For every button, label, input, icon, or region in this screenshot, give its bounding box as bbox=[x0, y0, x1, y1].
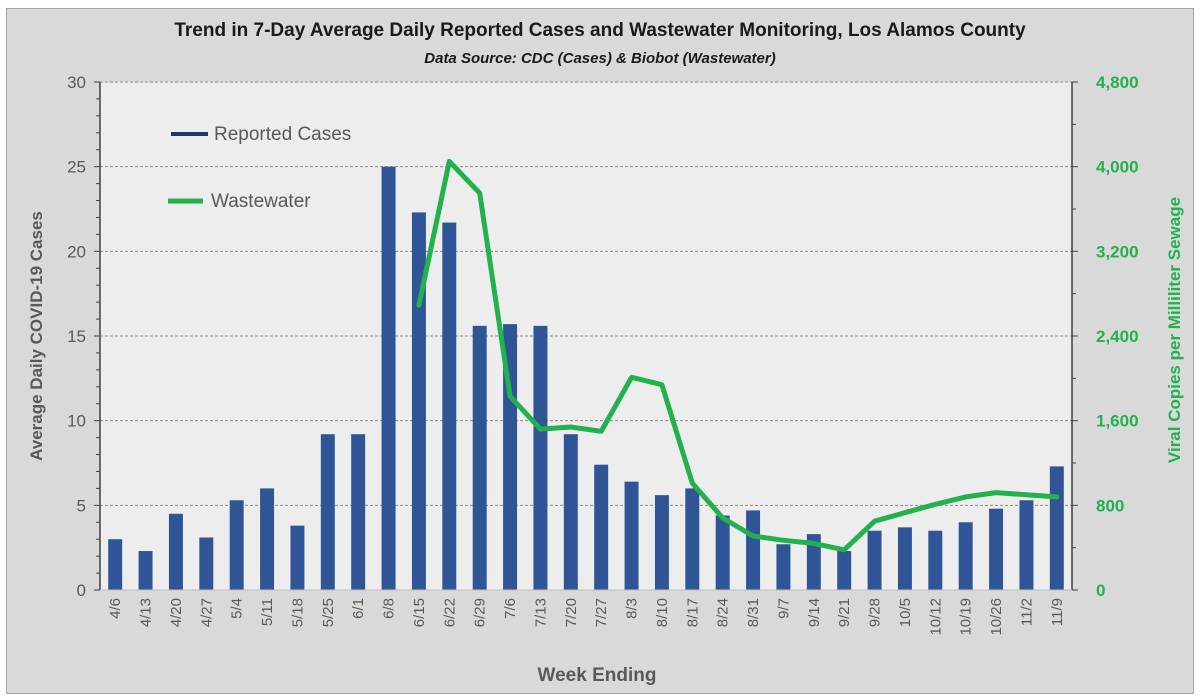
x-tick-label: 6/8 bbox=[381, 598, 398, 619]
right-tick-label: 4,000 bbox=[1096, 158, 1139, 177]
bar-reported-cases bbox=[503, 324, 518, 590]
x-tick-label: 6/29 bbox=[472, 598, 489, 627]
left-tick-label: 30 bbox=[67, 73, 86, 92]
bar-reported-cases bbox=[472, 325, 487, 590]
bar-reported-cases bbox=[108, 539, 123, 590]
bar-reported-cases bbox=[351, 434, 366, 590]
legend: Reported Cases Wastewater bbox=[168, 124, 351, 212]
x-tick-label: 5/25 bbox=[320, 598, 337, 627]
wastewater-line-group bbox=[416, 158, 1060, 553]
x-tick-label: 4/6 bbox=[107, 598, 124, 619]
bar-reported-cases bbox=[897, 527, 912, 590]
gridlines bbox=[100, 81, 1072, 506]
bar-reported-cases bbox=[411, 212, 426, 591]
bar-reported-cases bbox=[928, 530, 943, 590]
x-tick-label: 8/24 bbox=[715, 598, 732, 627]
x-tick-label: 6/22 bbox=[441, 598, 458, 627]
left-tick-label: 0 bbox=[77, 581, 86, 600]
bar-reported-cases bbox=[806, 534, 821, 590]
left-tick-label: 25 bbox=[67, 158, 86, 177]
x-tick-label: 10/5 bbox=[897, 598, 914, 627]
x-tick-label: 9/28 bbox=[867, 598, 884, 627]
x-tick-label: 10/19 bbox=[958, 598, 975, 636]
bars bbox=[108, 166, 1064, 591]
right-tick-label: 800 bbox=[1096, 496, 1124, 515]
bar-reported-cases bbox=[442, 222, 457, 590]
x-tick-label: 6/15 bbox=[411, 598, 428, 627]
right-tick-label: 3,200 bbox=[1096, 242, 1139, 261]
x-tick-label: 4/20 bbox=[168, 598, 185, 627]
x-axis-ticks: 4/6 4/13 4/20 4/27 5/4 5/11 5/18 5/25 6/1 6/8 6/15… bbox=[107, 598, 1066, 636]
x-tick-label: 6/1 bbox=[350, 598, 367, 619]
bar-reported-cases bbox=[685, 488, 700, 590]
chart-subtitle: Data Source: CDC (Cases) & Biobot (Waste… bbox=[424, 50, 775, 67]
bar-reported-cases bbox=[837, 551, 852, 590]
x-tick-label: 7/13 bbox=[532, 598, 549, 627]
x-tick-label: 9/14 bbox=[806, 598, 823, 627]
bar-reported-cases bbox=[1049, 466, 1064, 590]
y-axis-title: Average Daily COVID-19 Cases bbox=[27, 211, 46, 461]
bar-reported-cases bbox=[229, 500, 244, 590]
x-tick-label: 7/20 bbox=[563, 598, 580, 627]
x-tick-label: 5/4 bbox=[229, 598, 246, 619]
x-tick-label: 8/3 bbox=[624, 598, 641, 619]
bar-reported-cases bbox=[776, 544, 791, 590]
x-tick-label: 11/2 bbox=[1018, 598, 1035, 626]
x-tick-label: 10/12 bbox=[927, 598, 944, 636]
left-tick-label: 5 bbox=[77, 496, 86, 515]
x-tick-label: 5/18 bbox=[289, 598, 306, 627]
bar-reported-cases bbox=[168, 513, 183, 590]
x-tick-label: 11/9 bbox=[1049, 598, 1066, 626]
left-tick-label: 20 bbox=[67, 242, 86, 261]
x-tick-label: 7/27 bbox=[593, 598, 610, 627]
bar-reported-cases bbox=[381, 166, 396, 590]
bar-reported-cases bbox=[260, 488, 275, 590]
bar-reported-cases bbox=[320, 434, 335, 590]
chart-title: Trend in 7-Day Average Daily Reported Ca… bbox=[174, 20, 1026, 41]
bar-reported-cases bbox=[199, 537, 214, 590]
bar-reported-cases bbox=[1019, 500, 1034, 590]
bar-reported-cases bbox=[715, 515, 730, 590]
right-tick-label: 0 bbox=[1096, 581, 1105, 600]
right-axis-ticks: 0 800 1,600 2,400 3,200 4,000 4,800 bbox=[1072, 73, 1139, 600]
x-tick-label: 9/7 bbox=[775, 598, 792, 619]
x-tick-label: 10/26 bbox=[988, 598, 1005, 636]
bar-reported-cases bbox=[563, 434, 578, 590]
legend-label-wastewater: Wastewater bbox=[211, 191, 311, 212]
legend-label-reported-cases: Reported Cases bbox=[214, 124, 351, 145]
y2-axis-title: Viral Copies per Milliliter Sewage bbox=[1165, 197, 1184, 463]
x-tick-label: 8/31 bbox=[745, 598, 762, 627]
x-tick-label: 7/6 bbox=[502, 598, 519, 619]
left-tick-label: 10 bbox=[67, 412, 86, 431]
left-tick-label: 15 bbox=[67, 327, 86, 346]
x-tick-label: 8/17 bbox=[684, 598, 701, 627]
bar-reported-cases bbox=[746, 510, 761, 590]
x-tick-label: 5/11 bbox=[259, 598, 276, 626]
x-axis-title: Week Ending bbox=[538, 665, 657, 686]
right-tick-label: 1,600 bbox=[1096, 412, 1139, 431]
bar-reported-cases bbox=[867, 530, 882, 590]
right-tick-label: 2,400 bbox=[1096, 327, 1139, 346]
left-axis-ticks: 0 5 10 15 20 25 30 bbox=[67, 73, 100, 600]
x-tick-label: 4/13 bbox=[138, 598, 155, 627]
bar-reported-cases bbox=[594, 464, 609, 590]
bar-reported-cases bbox=[533, 325, 548, 590]
bar-reported-cases bbox=[624, 481, 639, 590]
bar-reported-cases bbox=[138, 551, 153, 590]
wastewater-line bbox=[416, 158, 1060, 553]
bar-reported-cases bbox=[654, 495, 669, 590]
bar-reported-cases bbox=[989, 508, 1004, 590]
x-tick-label: 9/21 bbox=[836, 598, 853, 627]
right-tick-label: 4,800 bbox=[1096, 73, 1139, 92]
bar-reported-cases bbox=[958, 522, 973, 590]
x-tick-label: 8/10 bbox=[654, 598, 671, 627]
x-tick-label: 4/27 bbox=[198, 598, 215, 627]
bar-reported-cases bbox=[290, 525, 305, 590]
